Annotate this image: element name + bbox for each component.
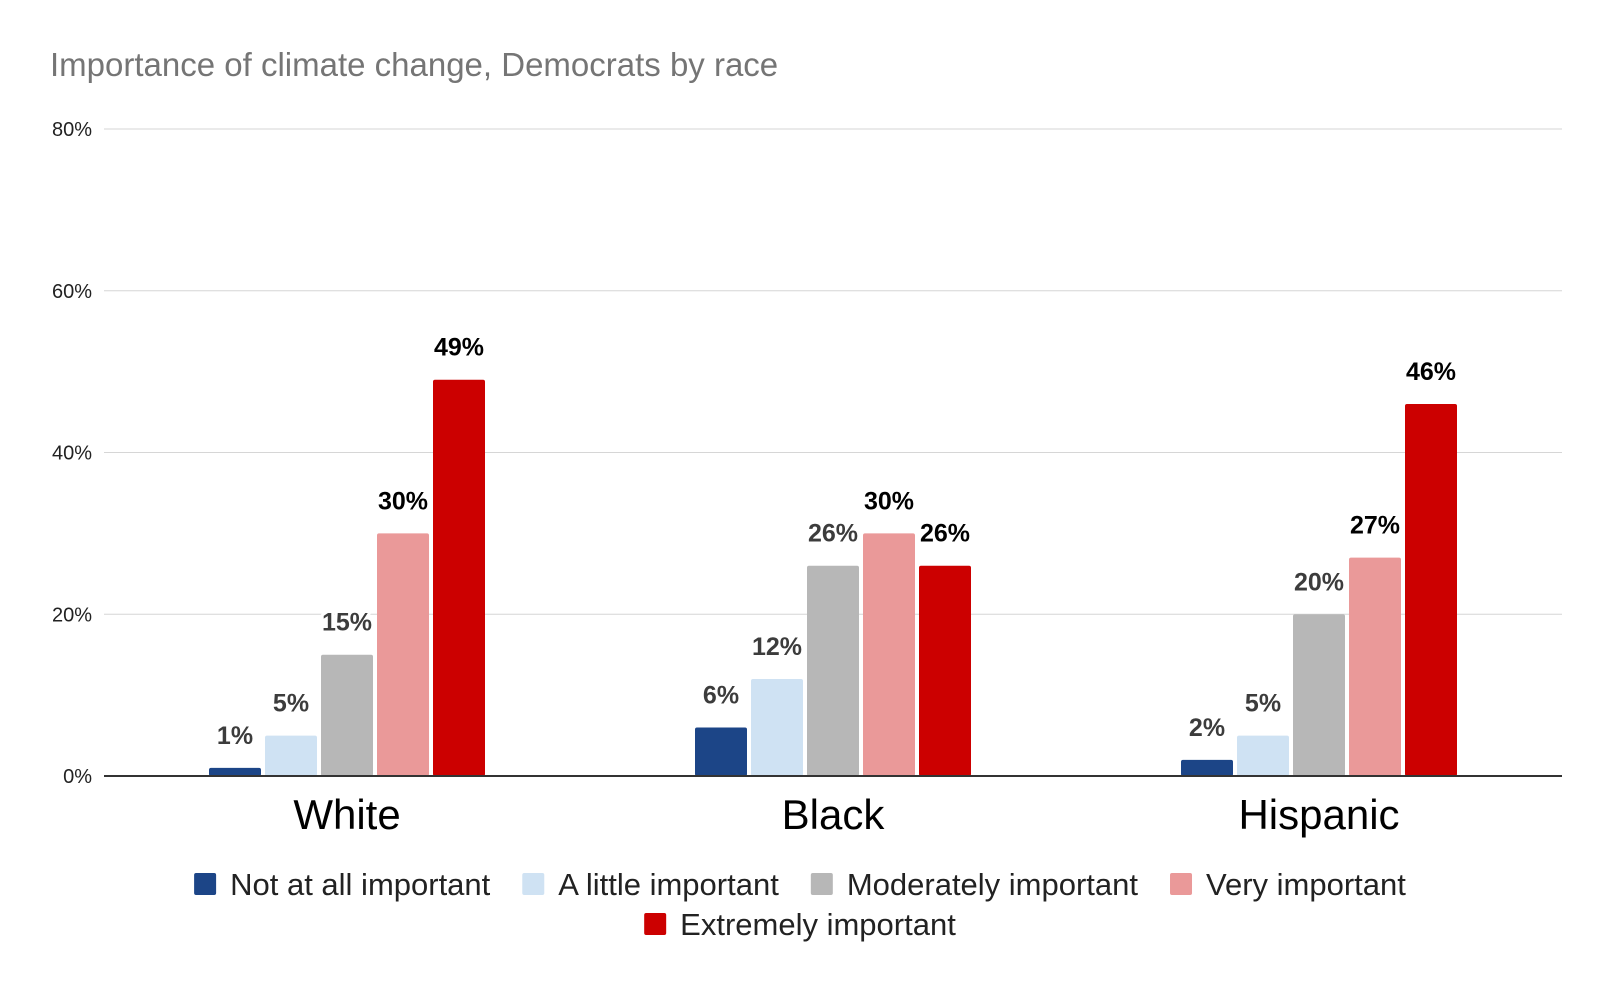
bar-white-series-2	[321, 654, 373, 776]
legend-swatch	[1170, 873, 1193, 895]
legend-item: Not at all important	[194, 867, 491, 902]
legend-item: A little important	[522, 867, 779, 902]
y-tick-label: 60%	[52, 281, 92, 303]
legend: Not at all important A little important Mo…	[194, 867, 1406, 942]
legend-swatch	[810, 873, 833, 895]
data-label: 2%	[1189, 714, 1225, 742]
bar-white-series-1	[265, 735, 317, 776]
legend-row: Extremely important	[644, 907, 956, 942]
bar-hispanic-series-2	[1293, 614, 1345, 776]
bar-black-series-2	[807, 565, 859, 776]
data-label: 6%	[703, 681, 739, 709]
data-labels: 1%5%15%30%49%6%12%26%30%26%2%5%20%27%46%	[214, 331, 1459, 753]
legend-label: Not at all important	[230, 867, 491, 902]
data-label: 26%	[808, 520, 858, 548]
bar-black-series-0	[695, 727, 747, 776]
legend-swatch	[194, 873, 217, 895]
legend-item: Moderately important	[810, 867, 1139, 902]
x-tick-label: Black	[782, 791, 886, 838]
data-label: 46%	[1406, 358, 1456, 386]
bar-hispanic-series-3	[1349, 557, 1401, 776]
legend-label: A little important	[558, 867, 779, 902]
data-label: 27%	[1350, 512, 1400, 540]
y-tick-label: 0%	[63, 766, 92, 788]
data-label: 49%	[434, 334, 484, 362]
legend-label: Very important	[1206, 867, 1406, 902]
legend-item: Very important	[1170, 867, 1406, 902]
bar-hispanic-series-1	[1237, 735, 1289, 776]
bar-black-series-3	[863, 533, 915, 776]
data-label: 5%	[1245, 690, 1281, 718]
data-label: 12%	[752, 633, 802, 661]
bar-hispanic-series-0	[1181, 759, 1233, 776]
y-tick-label: 20%	[52, 604, 92, 626]
y-axis: 0% 20% 40% 60% 80%	[52, 119, 92, 788]
bar-white-series-0	[209, 767, 261, 776]
data-label: 20%	[1294, 568, 1344, 596]
legend-row: Not at all important A little important Mo…	[194, 867, 1406, 902]
bar-black-series-4	[919, 565, 971, 776]
x-tick-label: White	[293, 791, 400, 838]
data-label: 26%	[920, 520, 970, 548]
bar-black-series-1	[751, 678, 803, 776]
legend-item: Extremely important	[644, 907, 956, 942]
data-label: 30%	[864, 487, 914, 515]
data-label: 5%	[273, 690, 309, 718]
legend-swatch	[522, 873, 545, 895]
x-tick-label: Hispanic	[1238, 791, 1399, 838]
data-label: 1%	[217, 722, 253, 750]
legend-swatch	[644, 913, 667, 935]
data-label: 30%	[378, 487, 428, 515]
y-tick-label: 80%	[52, 119, 92, 141]
data-label: 15%	[322, 609, 372, 637]
bar-white-series-3	[377, 533, 429, 776]
chart-title: Importance of climate change, Democrats …	[50, 46, 778, 83]
legend-label: Moderately important	[847, 867, 1139, 902]
x-axis: White Black Hispanic	[293, 791, 1399, 838]
bars	[209, 379, 1457, 776]
legend-label: Extremely important	[680, 907, 956, 942]
y-tick-label: 40%	[52, 443, 92, 465]
bar-white-series-4	[433, 379, 485, 776]
bar-hispanic-series-4	[1405, 403, 1457, 776]
